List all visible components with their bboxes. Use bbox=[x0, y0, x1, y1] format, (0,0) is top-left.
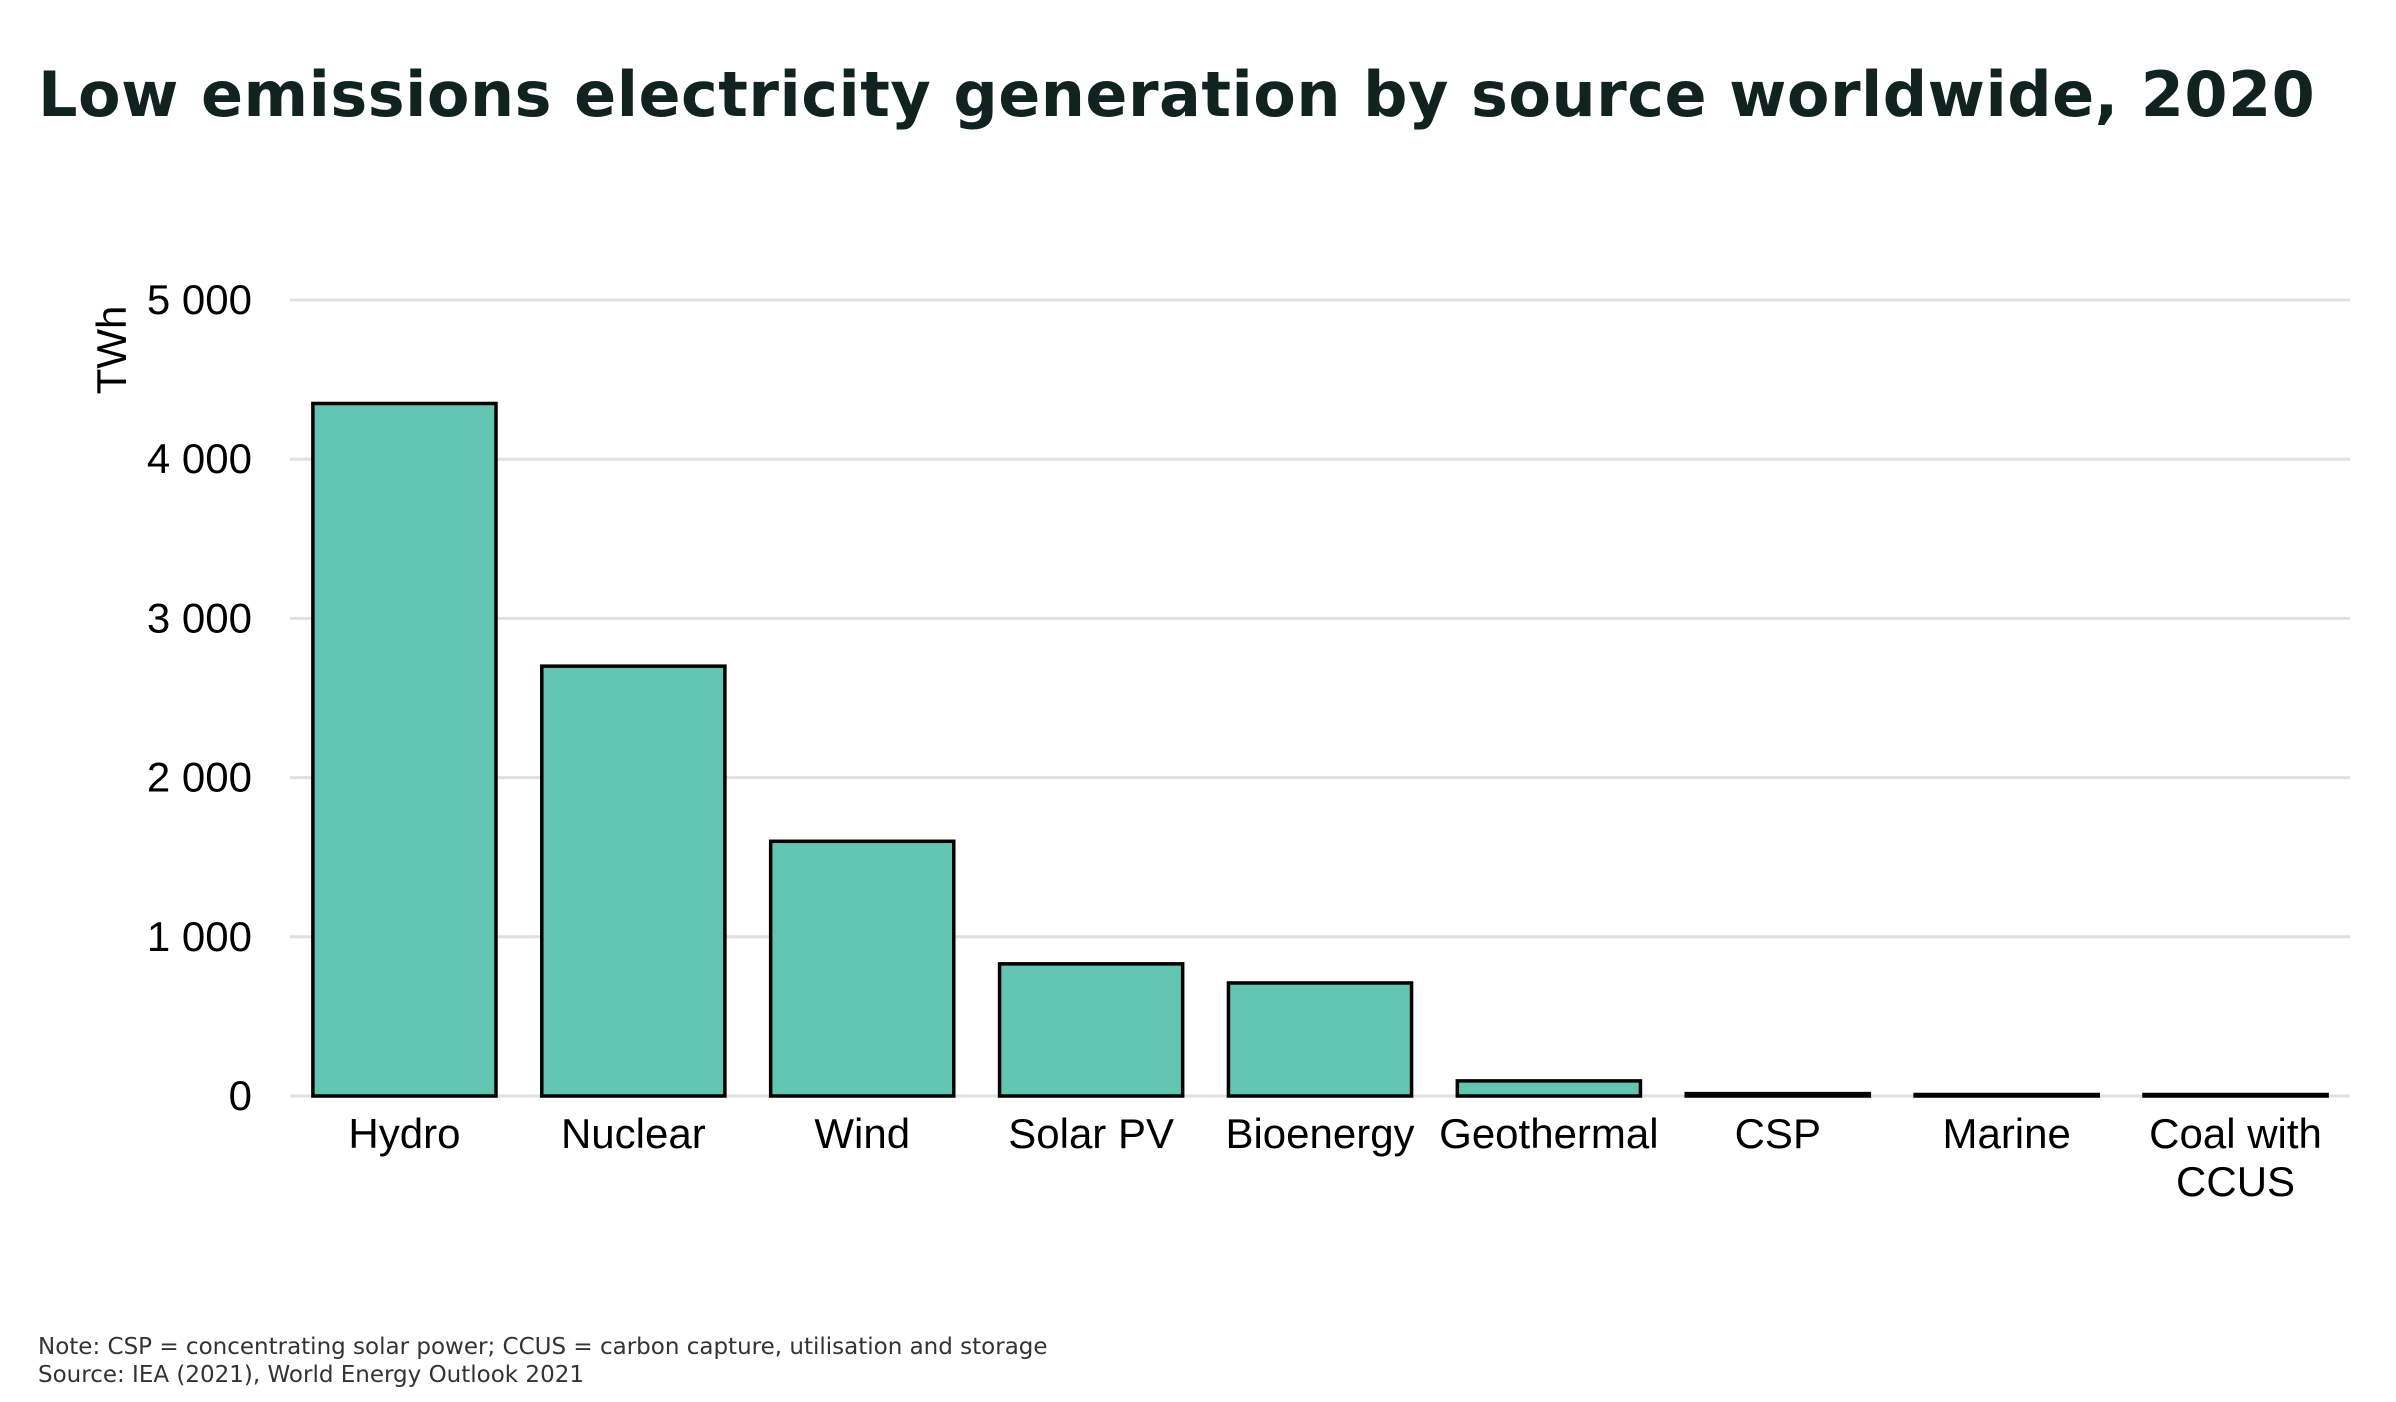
chart-note: Note: CSP = concentrating solar power; C… bbox=[38, 1334, 1048, 1360]
bar-hydro bbox=[311, 401, 498, 1098]
x-tick-label: Hydro bbox=[348, 1110, 460, 1157]
x-tick-label: Bioenergy bbox=[1225, 1110, 1414, 1157]
x-tick-label: Solar PV bbox=[1008, 1110, 1174, 1157]
bar-nuclear bbox=[540, 664, 727, 1098]
y-tick-label: 0 bbox=[229, 1072, 252, 1119]
y-axis: 0 1 000 2 000 3 000 4 000 5 000 TWh bbox=[88, 276, 252, 1119]
y-tick-label: 1 000 bbox=[147, 913, 252, 960]
y-tick-label: 3 000 bbox=[147, 594, 252, 641]
chart-source: Source: IEA (2021), World Energy Outlook… bbox=[38, 1362, 584, 1388]
x-axis: Hydro Nuclear Wind Solar PV Bioenergy Geother… bbox=[348, 1110, 2322, 1205]
bar-wind bbox=[768, 839, 956, 1098]
bars bbox=[311, 401, 2329, 1098]
chart-title: Low emissions electricity generation by … bbox=[38, 58, 2316, 131]
y-tick-label: 4 000 bbox=[147, 435, 252, 482]
x-tick-label: CSP bbox=[1735, 1110, 1821, 1157]
x-tick-label: Geothermal bbox=[1439, 1110, 1658, 1157]
x-tick-label: Nuclear bbox=[561, 1110, 706, 1157]
bar-geothermal bbox=[1455, 1079, 1643, 1098]
x-tick-label: Wind bbox=[814, 1110, 910, 1157]
x-tick-label: CCUS bbox=[2176, 1158, 2295, 1205]
y-tick-label: 5 000 bbox=[147, 276, 252, 323]
bar-solar-pv bbox=[997, 962, 1185, 1098]
bar-coal-with-ccus bbox=[2142, 1092, 2329, 1098]
bar-csp bbox=[1684, 1091, 1872, 1098]
x-tick-label: Coal with bbox=[2149, 1110, 2322, 1157]
x-tick-label: Marine bbox=[1942, 1110, 2070, 1157]
bar-marine bbox=[1913, 1092, 2100, 1098]
bar-bioenergy bbox=[1226, 981, 1414, 1098]
y-tick-label: 2 000 bbox=[147, 754, 252, 801]
y-axis-label: TWh bbox=[88, 306, 135, 395]
